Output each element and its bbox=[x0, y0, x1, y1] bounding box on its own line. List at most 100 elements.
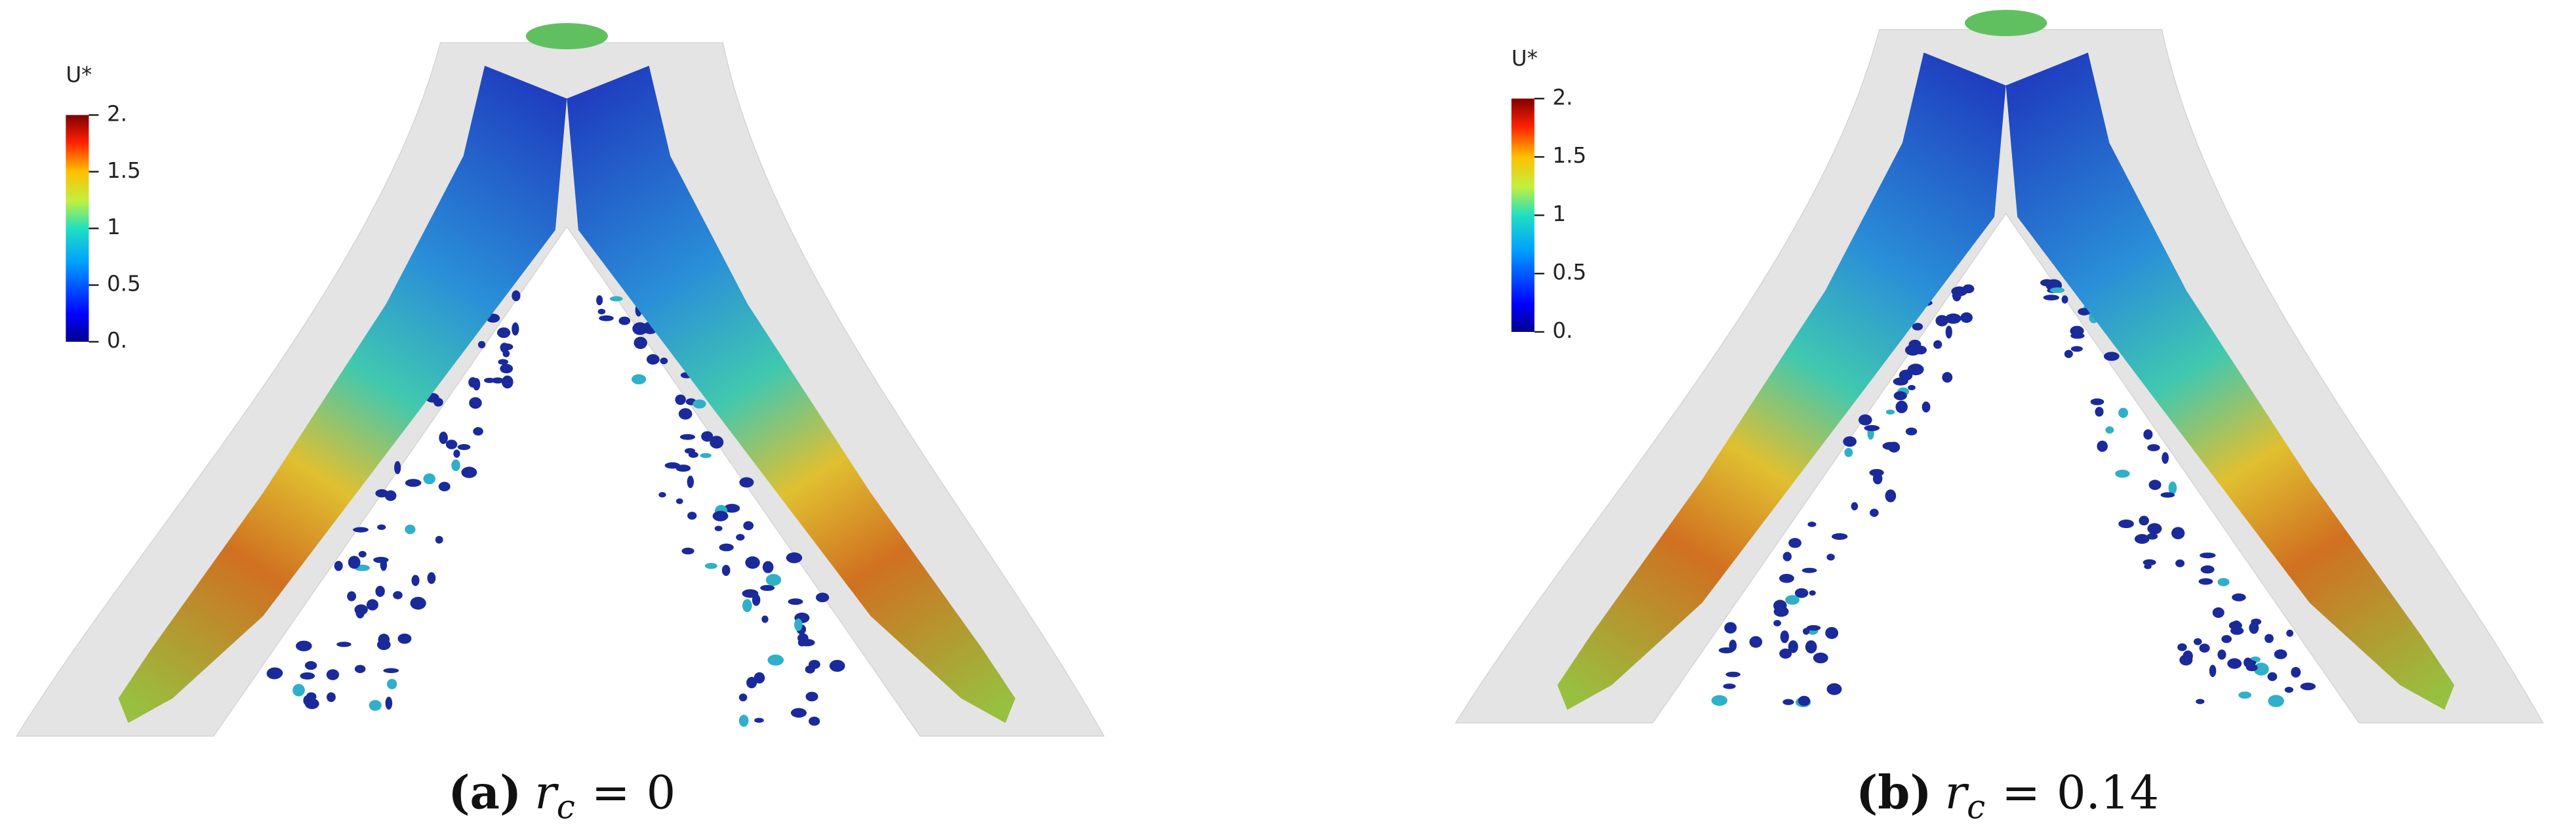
vortex-blob bbox=[2200, 552, 2216, 559]
vortex-blob bbox=[266, 667, 283, 679]
vortex-blob bbox=[2196, 699, 2205, 704]
vortex-blob bbox=[723, 504, 740, 513]
vortex-blob bbox=[354, 604, 368, 615]
vortex-blob bbox=[675, 464, 691, 472]
vortex-blob bbox=[373, 556, 389, 563]
vortex-blob bbox=[693, 399, 706, 409]
colorbar-title: U* bbox=[66, 62, 92, 87]
vortex-blob bbox=[2105, 426, 2114, 434]
vortex-blob bbox=[1779, 573, 1794, 583]
vortex-blob bbox=[1905, 427, 1918, 436]
vortex-blob bbox=[348, 556, 361, 569]
caption: (b) rc = 0.14 bbox=[1856, 765, 2159, 826]
vortex-blob bbox=[646, 354, 660, 365]
vortex-blob bbox=[1904, 369, 1918, 375]
vortex-blob bbox=[719, 543, 734, 552]
vortex-blob bbox=[2095, 407, 2104, 417]
vortex-blob bbox=[599, 315, 614, 321]
vortex-blob bbox=[609, 296, 623, 302]
vortex-blob bbox=[1788, 640, 1798, 653]
vortex-blob bbox=[754, 718, 764, 723]
vortex-blob bbox=[684, 448, 696, 454]
vortex-blob bbox=[1711, 695, 1728, 706]
vortex-blob bbox=[1780, 630, 1789, 643]
vortex-blob bbox=[405, 524, 416, 535]
vortex-blob bbox=[411, 575, 420, 586]
vortex-blob bbox=[1893, 391, 1907, 401]
vortex-blob bbox=[1912, 323, 1923, 331]
vortex-blob bbox=[1885, 489, 1897, 502]
vortex-blob bbox=[1851, 502, 1859, 511]
vortex-blob bbox=[439, 432, 448, 444]
vortex-blob bbox=[2061, 295, 2068, 304]
vortex-blob bbox=[512, 322, 519, 336]
caption-variable: r bbox=[1945, 766, 1969, 819]
vortex-blob bbox=[1788, 538, 1801, 548]
vortex-blob bbox=[1895, 400, 1908, 413]
vortex-blob bbox=[2043, 295, 2060, 301]
vortex-blob bbox=[385, 697, 393, 710]
vortex-blob bbox=[394, 460, 401, 474]
vortex-blob bbox=[1782, 699, 1794, 705]
vortex-blob bbox=[2139, 516, 2149, 526]
vortex-blob bbox=[1782, 552, 1792, 561]
vortex-blob bbox=[767, 654, 784, 666]
caption-value: 0 bbox=[647, 766, 676, 819]
vortex-blob bbox=[477, 340, 486, 349]
vortex-blob bbox=[700, 453, 712, 459]
vortex-blob bbox=[2078, 308, 2091, 316]
vortex-blob bbox=[2168, 481, 2177, 495]
vortex-blob bbox=[353, 527, 369, 533]
vortex-blob bbox=[1807, 521, 1817, 527]
vortex-blob bbox=[1826, 683, 1842, 695]
vortex-blob bbox=[675, 498, 683, 504]
vortex-blob bbox=[1723, 684, 1736, 689]
vortex-blob bbox=[2064, 350, 2073, 358]
vortex-blob bbox=[2118, 407, 2129, 418]
caption: (a) rc = 0 bbox=[448, 765, 675, 826]
vortex-blob bbox=[2209, 664, 2217, 678]
vortex-blob bbox=[687, 476, 694, 489]
vortex-blob bbox=[306, 692, 317, 701]
colorbar-tick-label: 0.5 bbox=[107, 272, 141, 296]
vortex-blob bbox=[1945, 313, 1962, 324]
caption-label: (a) bbox=[448, 765, 521, 819]
vortex-blob bbox=[809, 716, 820, 726]
vortex-blob bbox=[815, 592, 830, 603]
caption-subscript: c bbox=[557, 788, 575, 826]
vortex-blob bbox=[292, 684, 305, 697]
vortex-blob bbox=[2199, 643, 2210, 653]
vortex-blob bbox=[397, 633, 412, 644]
vortex-blob bbox=[2143, 559, 2156, 566]
vortex-blob bbox=[484, 377, 495, 383]
vortex-blob bbox=[2217, 649, 2226, 660]
vortex-blob bbox=[2232, 620, 2241, 628]
caption-relation: = bbox=[592, 766, 630, 819]
vortex-blob bbox=[2147, 444, 2160, 451]
vortex-blob bbox=[1805, 640, 1817, 654]
vortex-blob bbox=[304, 698, 319, 710]
vortex-blob bbox=[679, 434, 696, 440]
colorbar-tick-label: 1.5 bbox=[1552, 143, 1586, 168]
vortex-blob bbox=[435, 535, 443, 544]
vortex-blob bbox=[2230, 626, 2244, 635]
vortex-blob bbox=[745, 556, 760, 569]
vortex-blob bbox=[2253, 663, 2269, 676]
vortex-blob bbox=[754, 672, 765, 684]
vortex-blob bbox=[675, 394, 686, 405]
vortex-blob bbox=[1749, 636, 1763, 648]
vortex-blob bbox=[427, 572, 436, 584]
vortex-blob bbox=[1802, 628, 1810, 635]
vortex-blob bbox=[2147, 523, 2162, 535]
vortex-blob bbox=[1813, 652, 1828, 664]
vortex-blob bbox=[491, 377, 504, 384]
top-blob bbox=[1965, 10, 2047, 37]
vortex-blob bbox=[1870, 508, 1879, 517]
vortex-blob bbox=[1843, 436, 1857, 447]
vortex-blob bbox=[2221, 635, 2232, 643]
vortex-blob bbox=[2217, 578, 2230, 586]
vortex-blob bbox=[304, 661, 317, 670]
vortex-blob bbox=[2268, 695, 2284, 707]
